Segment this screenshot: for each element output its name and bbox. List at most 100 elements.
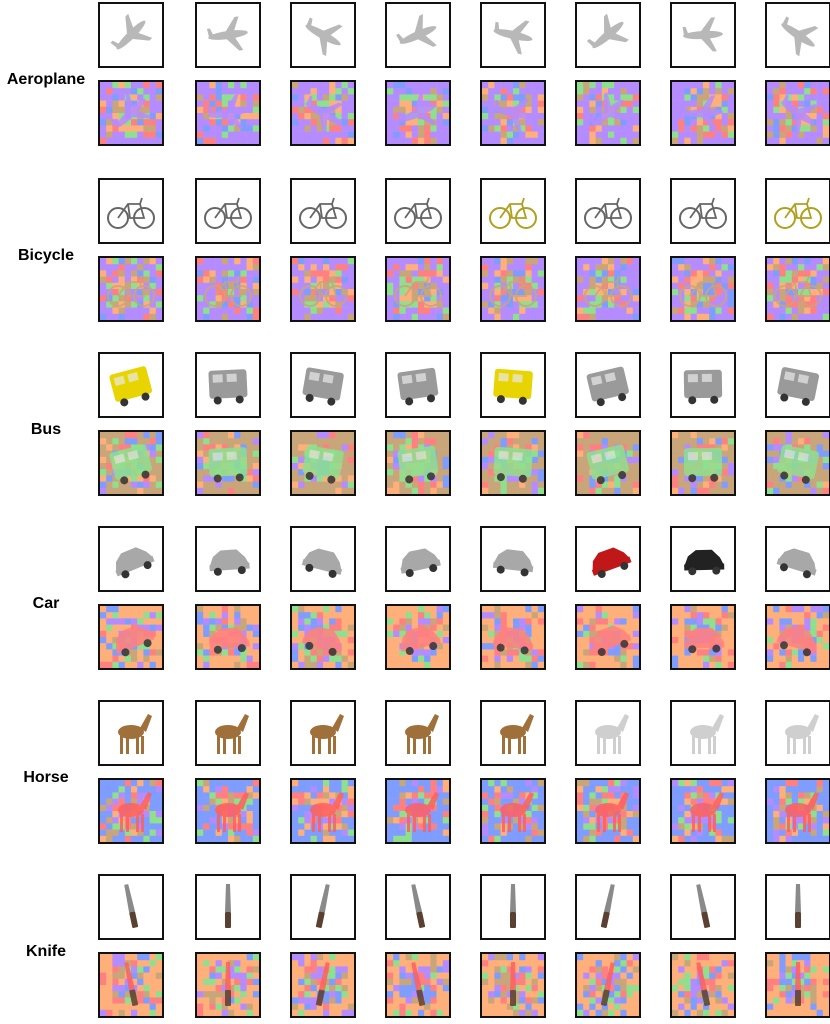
segment-cell <box>525 655 532 663</box>
segment-cell <box>347 606 354 613</box>
segment-cell <box>488 450 495 458</box>
segment-cell <box>387 972 394 980</box>
segment-cell <box>143 1003 150 1011</box>
segmentation-graphic <box>482 606 544 668</box>
segment-cell <box>418 313 425 320</box>
segment-cell <box>155 972 162 980</box>
segment-cell <box>798 444 805 451</box>
segment-cell <box>773 655 780 663</box>
segment-cell <box>292 106 299 114</box>
segment-cell <box>513 618 520 625</box>
segment-cell <box>418 649 425 656</box>
segment-cell <box>418 282 425 290</box>
object-silhouette <box>305 95 343 135</box>
segment-cell <box>531 972 539 980</box>
segment-cell <box>387 88 394 95</box>
render-image <box>480 2 546 68</box>
segment-cell <box>779 264 786 271</box>
segment-cell <box>323 649 330 656</box>
part-segmentation-map <box>290 430 356 496</box>
segment-cell <box>399 811 406 818</box>
segment-cell <box>252 612 259 619</box>
object-silhouette <box>591 625 632 657</box>
segment-cell <box>798 307 805 315</box>
segment-cell <box>418 137 425 144</box>
segment-cell <box>118 131 126 139</box>
segment-cell <box>405 798 413 806</box>
segment-cell <box>341 829 349 837</box>
segment-cell <box>399 432 406 439</box>
segment-cell <box>430 985 437 992</box>
segment-cell <box>124 444 132 451</box>
segment-cell <box>252 475 259 482</box>
object-overlay <box>396 92 437 125</box>
segment-cell <box>304 817 311 824</box>
segment-cell <box>341 88 349 95</box>
segment-cell <box>506 835 514 842</box>
segment-cell <box>822 82 829 89</box>
segment-cell <box>632 954 639 961</box>
segment-cell <box>209 289 216 296</box>
segment-cell <box>525 823 532 830</box>
segment-cell <box>209 82 216 89</box>
segment-cell <box>583 780 590 787</box>
segment-cell <box>715 487 722 494</box>
segment-cell <box>298 463 305 470</box>
segment-cell <box>393 88 400 95</box>
segment-cell <box>537 978 544 986</box>
segment-cell <box>228 991 235 998</box>
segment-cell <box>387 463 394 470</box>
segment-cell <box>137 131 144 139</box>
segment-cell <box>678 649 685 656</box>
segment-cell <box>678 637 685 644</box>
segment-cell <box>100 432 107 439</box>
segment-cell <box>488 295 495 302</box>
segment-cell <box>442 264 449 271</box>
segment-cell <box>482 438 489 445</box>
segment-cell <box>436 606 444 613</box>
segment-cell <box>519 432 526 439</box>
segment-cell <box>100 798 107 806</box>
segment-cell <box>626 106 634 114</box>
segment-cell <box>804 624 811 632</box>
segment-cell <box>773 88 780 95</box>
segment-cell <box>721 438 729 445</box>
segment-cell <box>525 960 532 967</box>
segment-cell <box>436 985 444 992</box>
segment-cell <box>577 270 584 277</box>
segment-cell <box>672 475 679 482</box>
segment-cell <box>304 307 311 315</box>
object-silhouette <box>124 962 139 1006</box>
segment-cell <box>506 258 514 265</box>
segment-cell <box>727 276 734 284</box>
segment-cell <box>614 137 621 144</box>
segment-cell <box>131 798 138 806</box>
segment-cell <box>209 481 216 489</box>
segment-cell <box>155 289 162 296</box>
segment-cell <box>329 1009 336 1016</box>
segment-cell <box>715 444 722 451</box>
segment-cell <box>537 637 544 644</box>
segment-cell <box>246 624 254 632</box>
segment-cell <box>442 1009 449 1016</box>
segment-cell <box>506 612 514 619</box>
segment-cell <box>488 835 495 842</box>
segment-cell <box>323 1009 330 1016</box>
segment-cell <box>304 618 311 625</box>
segment-cell <box>632 301 639 308</box>
segment-cell <box>118 438 126 445</box>
render-background <box>577 180 639 242</box>
segment-cell <box>822 606 829 613</box>
segment-cell <box>626 456 634 464</box>
segment-cell <box>329 119 336 126</box>
segment-cell <box>106 823 113 830</box>
segment-cell <box>822 475 829 482</box>
segment-cell <box>482 432 489 439</box>
segment-cell <box>589 661 596 668</box>
segment-cell <box>149 1009 157 1016</box>
segment-cell <box>335 432 342 439</box>
segment-cell <box>387 270 394 277</box>
segment-cell <box>589 835 596 842</box>
segment-cell <box>513 100 520 108</box>
segment-cell <box>252 606 259 613</box>
